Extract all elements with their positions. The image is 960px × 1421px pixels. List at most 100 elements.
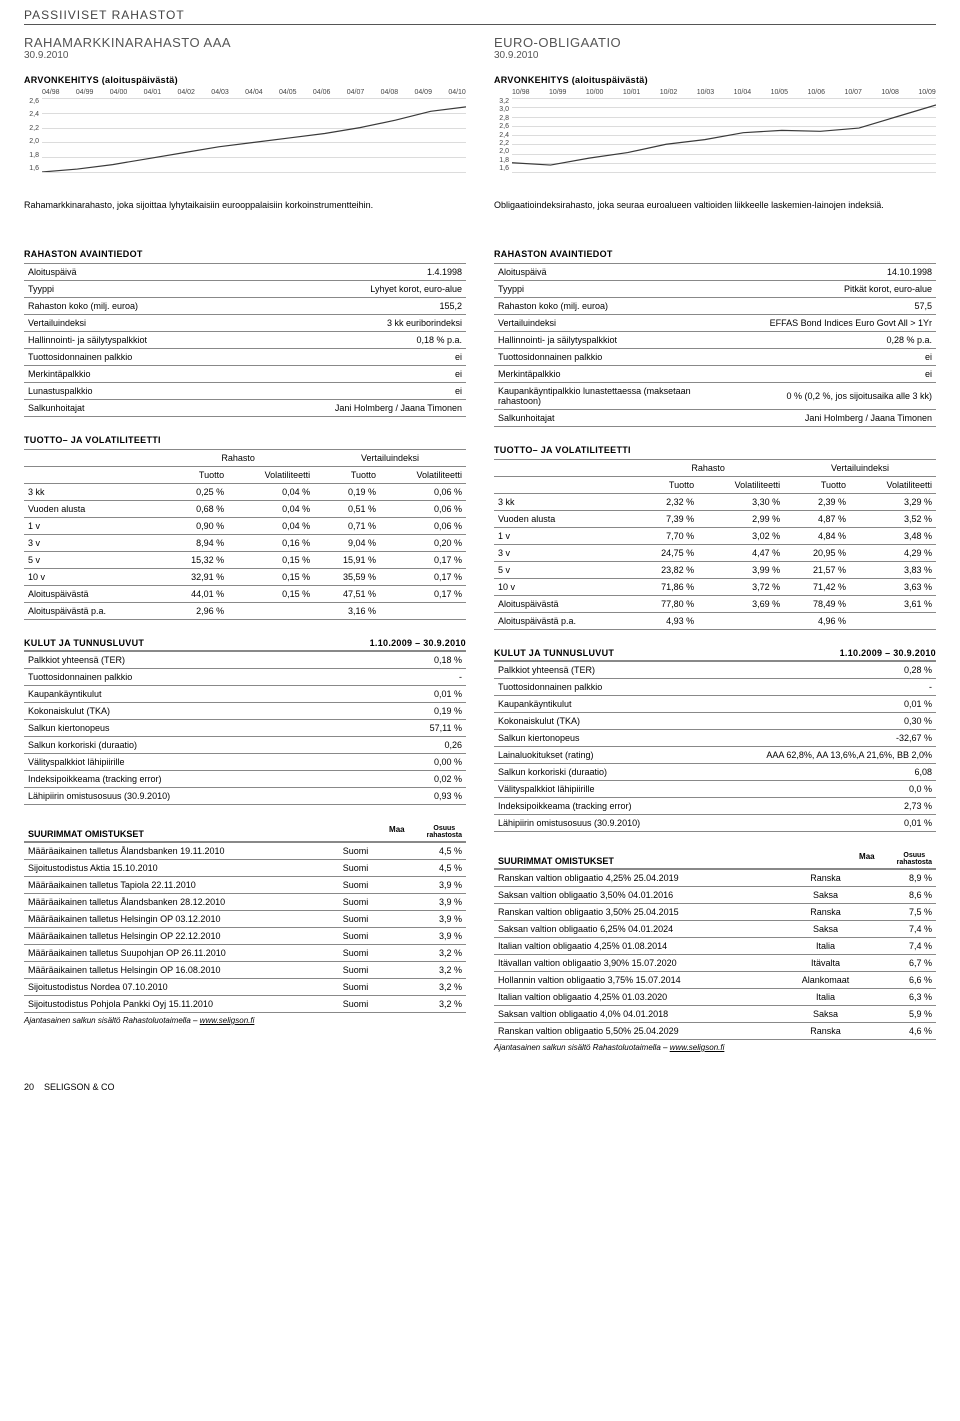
chart-plot-left <box>42 98 466 172</box>
table-row: Vuoden alusta0,68 %0,04 %0,51 %0,06 % <box>24 501 466 518</box>
table-row: 5 v15,32 %0,15 %15,91 %0,17 % <box>24 552 466 569</box>
table-row: Lunastuspalkkioei <box>24 383 466 400</box>
holdings-head-maa-left: Maa <box>389 825 405 839</box>
perf-block-left: TUOTTO– JA VOLATILITEETTI RahastoVertail… <box>24 435 466 620</box>
footer-brand: SELIGSON & CO <box>44 1082 115 1092</box>
perf-table-left: RahastoVertailuindeksiTuottoVolatiliteet… <box>24 449 466 620</box>
table-row: Välityspalkkiot lähipiirille0,0 % <box>494 781 936 798</box>
table-row: Saksan valtion obligaatio 4,0% 04.01.201… <box>494 1006 936 1023</box>
avaintiedot-label-left: RAHASTON AVAINTIEDOT <box>24 249 466 259</box>
table-row: Vertailuindeksi3 kk euriborindeksi <box>24 315 466 332</box>
perf-table-right: RahastoVertailuindeksiTuottoVolatiliteet… <box>494 459 936 630</box>
table-row: 3 kk2,32 %3,30 %2,39 %3,29 % <box>494 494 936 511</box>
fund-date-right: 30.9.2010 <box>494 50 936 61</box>
table-row: 10 v32,91 %0,15 %35,59 %0,17 % <box>24 569 466 586</box>
footnote-link-left[interactable]: www.seligson.fi <box>200 1016 255 1025</box>
fund-title-right: EURO-OBLIGAATIO <box>494 35 936 50</box>
holdings-head-maa-right: Maa <box>859 852 875 866</box>
table-row: Aloituspäivä14.10.1998 <box>494 264 936 281</box>
table-row: Määräaikainen talletus Helsingin OP 22.1… <box>24 928 466 945</box>
table-row: SalkunhoitajatJani Holmberg / Jaana Timo… <box>494 410 936 427</box>
chart-x-labels-left: 04/9804/9904/0004/0104/0204/0304/0404/05… <box>24 89 466 96</box>
table-row: 3 kk0,25 %0,04 %0,19 %0,06 % <box>24 484 466 501</box>
table-row: Italian valtion obligaatio 4,25% 01.03.2… <box>494 989 936 1006</box>
holdings-block-right: SUURIMMAT OMISTUKSET Maa Osuus rahastost… <box>494 850 936 1052</box>
line-chart-right: 10/9810/9910/0010/0110/0210/0310/0410/05… <box>494 89 936 181</box>
table-row: Välityspalkkiot lähipiirille0,00 % <box>24 754 466 771</box>
table-row: Lähipiirin omistusosuus (30.9.2010)0,01 … <box>494 815 936 832</box>
avaintiedot-label-right: RAHASTON AVAINTIEDOT <box>494 249 936 259</box>
fund-description-left: Rahamarkkinarahasto, joka sijoittaa lyhy… <box>24 199 466 233</box>
table-row: Indeksipoikkeama (tracking error)2,73 % <box>494 798 936 815</box>
table-row: 1 v0,90 %0,04 %0,71 %0,06 % <box>24 518 466 535</box>
table-row: Hallinnointi- ja säilytyspalkkiot0,18 % … <box>24 332 466 349</box>
fund-date-left: 30.9.2010 <box>24 50 466 61</box>
holdings-footnote-right: Ajantasainen salkun sisältö Rahastoluota… <box>494 1043 936 1052</box>
perf-block-right: TUOTTO– JA VOLATILITEETTI RahastoVertail… <box>494 445 936 630</box>
table-row: Palkkiot yhteensä (TER)0,18 % <box>24 652 466 669</box>
kulut-label-left: KULUT JA TUNNUSLUVUT <box>24 638 144 648</box>
table-row: SalkunhoitajatJani Holmberg / Jaana Timo… <box>24 400 466 417</box>
table-row: Tuottosidonnainen palkkio- <box>494 679 936 696</box>
chart-y-labels-right: 3,23,02,82,62,42,22,01,81,6 <box>494 98 512 172</box>
table-row: Salkun korkoriski (duraatio)6,08 <box>494 764 936 781</box>
table-row: TyyppiLyhyet korot, euro-alue <box>24 281 466 298</box>
table-row: 3 v8,94 %0,16 %9,04 %0,20 % <box>24 535 466 552</box>
holdings-label-right: SUURIMMAT OMISTUKSET <box>498 856 614 866</box>
table-row: TyyppiPitkät korot, euro-alue <box>494 281 936 298</box>
table-row: Määräaikainen talletus Suupohjan OP 26.1… <box>24 945 466 962</box>
table-row: 3 v24,75 %4,47 %20,95 %4,29 % <box>494 545 936 562</box>
table-row: Lainaluokitukset (rating)AAA 62,8%, AA 1… <box>494 747 936 764</box>
table-row: Italian valtion obligaatio 4,25% 01.08.2… <box>494 938 936 955</box>
fund-description-right: Obligaatioindeksirahasto, joka seuraa eu… <box>494 199 936 233</box>
holdings-block-left: SUURIMMAT OMISTUKSET Maa Osuus rahastost… <box>24 823 466 1025</box>
holdings-header-left: SUURIMMAT OMISTUKSET Maa Osuus rahastost… <box>24 823 466 842</box>
table-row: Ranskan valtion obligaatio 5,50% 25.04.2… <box>494 1023 936 1040</box>
table-row: Rahaston koko (milj. euroa)155,2 <box>24 298 466 315</box>
table-row: Kaupankäyntikulut0,01 % <box>24 686 466 703</box>
kulut-table-left: Palkkiot yhteensä (TER)0,18 %Tuottosidon… <box>24 651 466 805</box>
table-row: Salkun korkoriski (duraatio)0,26 <box>24 737 466 754</box>
avaintiedot-block-left: RAHASTON AVAINTIEDOT Aloituspäivä1.4.199… <box>24 249 466 417</box>
table-row: 5 v23,82 %3,99 %21,57 %3,83 % <box>494 562 936 579</box>
table-row: Kaupankäyntipalkkio lunastettaessa (maks… <box>494 383 936 410</box>
arvonkehitys-label-right: ARVONKEHITYS (aloituspäivästä) <box>494 75 936 85</box>
kulut-table-right: Palkkiot yhteensä (TER)0,28 %Tuottosidon… <box>494 661 936 832</box>
table-row: Määräaikainen talletus Helsingin OP 03.1… <box>24 911 466 928</box>
arvonkehitys-block-left: ARVONKEHITYS (aloituspäivästä) 04/9804/9… <box>24 75 466 181</box>
table-row: VertailuindeksiEFFAS Bond Indices Euro G… <box>494 315 936 332</box>
footnote-link-right[interactable]: www.seligson.fi <box>670 1043 725 1052</box>
perf-label-right: TUOTTO– JA VOLATILITEETTI <box>494 445 936 455</box>
holdings-table-left: Määräaikainen talletus Ålandsbanken 19.1… <box>24 842 466 1013</box>
table-row: Hallinnointi- ja säilytyspalkkiot0,28 % … <box>494 332 936 349</box>
table-row: Ranskan valtion obligaatio 4,25% 25.04.2… <box>494 870 936 887</box>
chart-y-labels-left: 2,62,42,22,01,81,6 <box>24 98 42 172</box>
avaintiedot-table-left: Aloituspäivä1.4.1998TyyppiLyhyet korot, … <box>24 263 466 417</box>
table-row: Määräaikainen talletus Tapiola 22.11.201… <box>24 877 466 894</box>
holdings-footnote-left: Ajantasainen salkun sisältö Rahastoluota… <box>24 1016 466 1025</box>
table-row: Palkkiot yhteensä (TER)0,28 % <box>494 662 936 679</box>
table-row: Tuottosidonnainen palkkioei <box>494 349 936 366</box>
page-footer: 20 SELIGSON & CO <box>24 1082 936 1092</box>
table-row: Salkun kiertonopeus-32,67 % <box>494 730 936 747</box>
table-row: Aloituspäivästä77,80 %3,69 %78,49 %3,61 … <box>494 596 936 613</box>
arvonkehitys-block-right: ARVONKEHITYS (aloituspäivästä) 10/9810/9… <box>494 75 936 181</box>
table-row: Tuottosidonnainen palkkio- <box>24 669 466 686</box>
table-row: Merkintäpalkkioei <box>494 366 936 383</box>
chart-plot-right <box>512 98 936 172</box>
table-row: Määräaikainen talletus Ålandsbanken 19.1… <box>24 843 466 860</box>
holdings-head-osuus-right: Osuus rahastosta <box>897 852 932 866</box>
chart-x-labels-right: 10/9810/9910/0010/0110/0210/0310/0410/05… <box>494 89 936 96</box>
perf-label-left: TUOTTO– JA VOLATILITEETTI <box>24 435 466 445</box>
page-header: PASSIIVISET RAHASTOT <box>24 8 936 25</box>
avaintiedot-block-right: RAHASTON AVAINTIEDOT Aloituspäivä14.10.1… <box>494 249 936 427</box>
table-row: Itävallan valtion obligaatio 3,90% 15.07… <box>494 955 936 972</box>
arvonkehitys-label-left: ARVONKEHITYS (aloituspäivästä) <box>24 75 466 85</box>
table-row: Saksan valtion obligaatio 6,25% 04.01.20… <box>494 921 936 938</box>
table-row: Saksan valtion obligaatio 3,50% 04.01.20… <box>494 887 936 904</box>
table-row: Tuottosidonnainen palkkioei <box>24 349 466 366</box>
kulut-period-left: 1.10.2009 – 30.9.2010 <box>370 638 466 648</box>
table-row: Aloituspäivästä p.a.4,93 %4,96 % <box>494 613 936 630</box>
page-number: 20 <box>24 1082 34 1092</box>
table-row: Hollannin valtion obligaatio 3,75% 15.07… <box>494 972 936 989</box>
